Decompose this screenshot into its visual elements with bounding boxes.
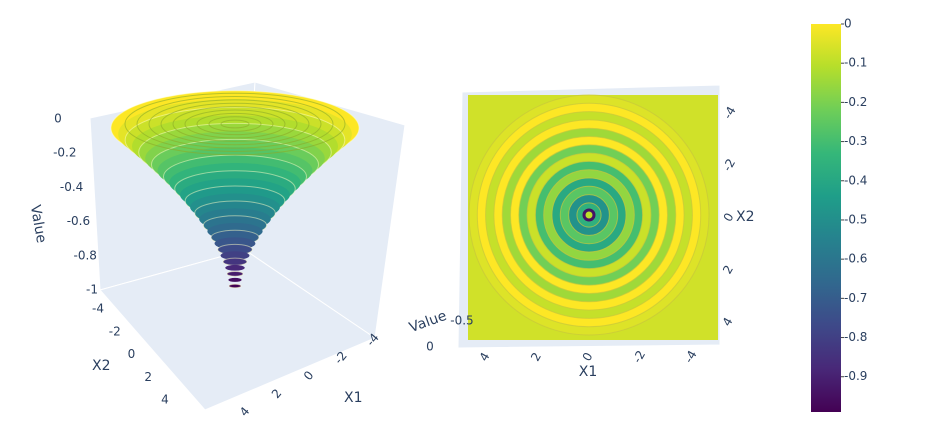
colorbar-tick-label: -0.2 bbox=[844, 95, 867, 109]
colorbar-tick-label: -0.7 bbox=[844, 291, 867, 305]
colorbar-tick-label: -0.9 bbox=[844, 369, 867, 383]
x-tick-label: -4 bbox=[682, 348, 700, 365]
x-tick-label: 2 bbox=[269, 386, 285, 401]
surface-ring bbox=[136, 96, 334, 152]
surface-band bbox=[220, 251, 250, 260]
axis-title: Value bbox=[407, 308, 449, 336]
colorbar-tick-label: -0.5 bbox=[844, 212, 867, 226]
y-tick-label: -2 bbox=[720, 156, 738, 173]
z-tick-label: -1 bbox=[86, 283, 98, 297]
surface-ring bbox=[172, 106, 298, 142]
y-tick-label: 4 bbox=[161, 393, 169, 407]
surface-ring bbox=[160, 102, 310, 146]
axis-title: X1 bbox=[344, 390, 363, 406]
surface-ring bbox=[208, 116, 262, 132]
surface-ring bbox=[196, 112, 274, 136]
x-tick-label: 4 bbox=[477, 350, 493, 364]
y-tick-label: 4 bbox=[720, 315, 736, 329]
surface-band bbox=[226, 270, 244, 277]
surface-band bbox=[222, 257, 248, 266]
colorbar-tick-label: -0.1 bbox=[844, 56, 867, 70]
y-tick-label: 2 bbox=[144, 370, 152, 384]
x-tick-label: 0 bbox=[301, 368, 317, 383]
z-tick-label: 0 bbox=[426, 340, 434, 354]
z-tick-label: -0.5 bbox=[450, 314, 473, 328]
y-tick-label: 0 bbox=[128, 347, 136, 361]
z-tick-label: 0 bbox=[54, 112, 62, 126]
surface-band bbox=[228, 283, 242, 289]
x-tick-label: 2 bbox=[528, 350, 544, 364]
z-tick-label: -0.2 bbox=[53, 146, 76, 160]
y-tick-label: -2 bbox=[109, 324, 121, 338]
colorbar-tick-label: -0.8 bbox=[844, 330, 867, 344]
surface-band bbox=[228, 277, 242, 282]
y-tick-label: -4 bbox=[92, 302, 104, 316]
surface-right bbox=[468, 94, 718, 340]
surface-band bbox=[225, 264, 245, 271]
surface-ring bbox=[582, 208, 596, 222]
surface-ring bbox=[184, 109, 286, 139]
surface-ring bbox=[124, 92, 346, 156]
colorbar-tick-label: 0 bbox=[844, 17, 852, 31]
z-tick-label: -0.8 bbox=[73, 248, 96, 262]
floor bbox=[99, 249, 377, 411]
colorbar-tick-label: -0.4 bbox=[844, 173, 867, 187]
z-tick-label: -0.4 bbox=[60, 180, 83, 194]
surface-ring bbox=[220, 119, 250, 129]
colorbar bbox=[811, 24, 841, 412]
axis-title: X2 bbox=[736, 209, 755, 225]
x-tick-label: 4 bbox=[237, 404, 253, 419]
z-tick-label: -0.6 bbox=[67, 214, 90, 228]
colorbar-tick-label: -0.3 bbox=[844, 134, 867, 148]
axis-title: X2 bbox=[92, 358, 111, 374]
surface-left bbox=[110, 90, 360, 289]
axis-title: X1 bbox=[579, 364, 598, 380]
axis-title: Value bbox=[27, 204, 49, 245]
surface-ring bbox=[148, 99, 322, 149]
y-tick-label: 2 bbox=[720, 263, 736, 277]
colorbar-tick-label: -0.6 bbox=[844, 252, 867, 266]
x-tick-label: -2 bbox=[630, 348, 648, 365]
y-tick-label: 0 bbox=[721, 210, 737, 224]
y-tick-label: -4 bbox=[721, 104, 739, 121]
x-tick-label: 0 bbox=[580, 350, 596, 364]
